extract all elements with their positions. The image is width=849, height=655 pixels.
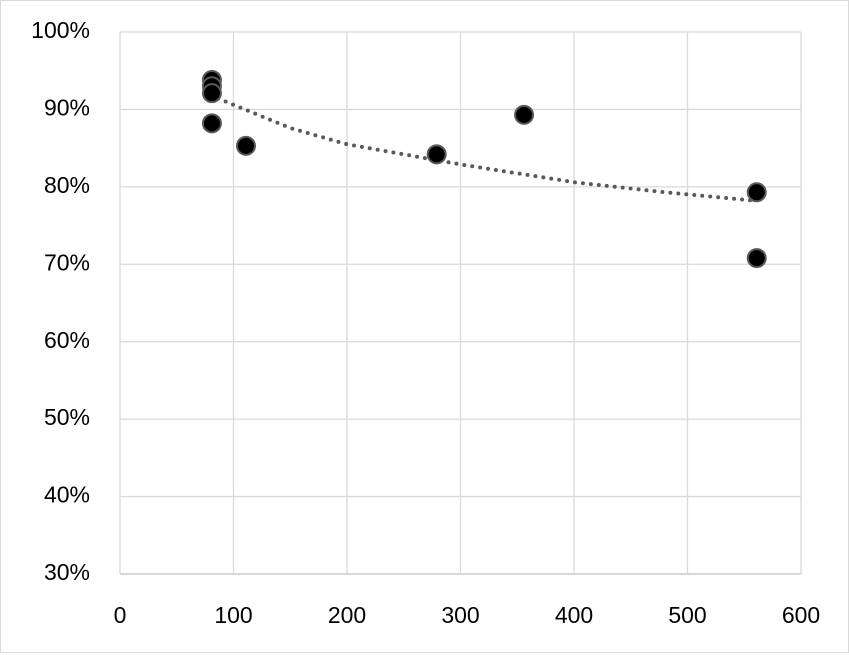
x-tick-label: 600 — [782, 602, 820, 628]
y-tick-label: 30% — [44, 559, 90, 585]
y-tick-label: 90% — [44, 95, 90, 121]
x-tick-label: 100 — [214, 602, 252, 628]
point — [514, 104, 535, 125]
point — [201, 113, 222, 134]
point — [746, 182, 767, 203]
x-tick-label: 200 — [328, 602, 366, 628]
point — [426, 144, 447, 165]
x-tick-label: 500 — [668, 602, 706, 628]
x-tick-label: 0 — [114, 602, 127, 628]
point — [235, 135, 256, 156]
y-tick-label: 70% — [44, 249, 90, 275]
y-tick-label: 60% — [44, 327, 90, 353]
x-tick-label: 400 — [555, 602, 593, 628]
y-tick-label: 40% — [44, 482, 90, 508]
y-tick-label: 80% — [44, 172, 90, 198]
point — [201, 83, 222, 104]
point — [746, 248, 767, 269]
y-tick-label: 100% — [31, 17, 90, 43]
x-tick-label: 300 — [441, 602, 479, 628]
y-tick-label: 50% — [44, 404, 90, 430]
